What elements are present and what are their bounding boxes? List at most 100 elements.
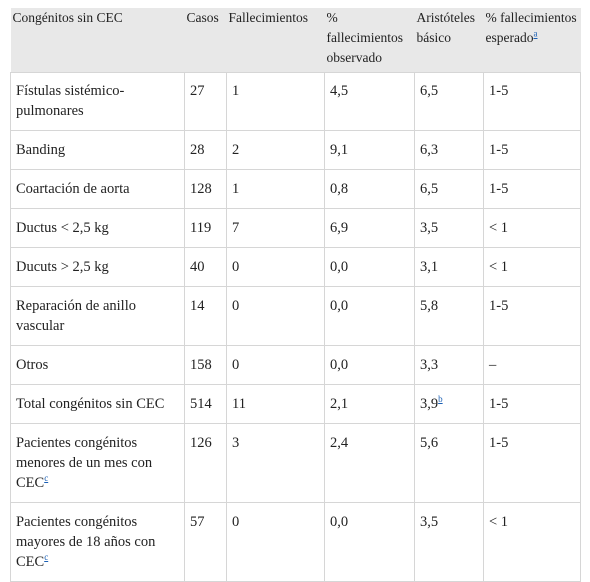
table-cell: 6,3	[414, 130, 484, 170]
cell-value: 514	[190, 396, 212, 412]
cell-value: 3	[232, 435, 240, 451]
table-cell: Fístulas sistémico-pulmonares	[10, 72, 185, 131]
cell-value: 6,3	[420, 142, 439, 158]
cell-value: 6,5	[420, 181, 439, 197]
cell-value: 3,5	[420, 514, 439, 530]
table-cell: 3,3	[414, 345, 484, 385]
column-header: % fallecimientos observado	[325, 8, 415, 73]
cell-value: 5,6	[420, 435, 439, 451]
cell-value: 5,8	[420, 298, 439, 314]
cell-value: 1-5	[489, 181, 509, 197]
table-cell: Ductus < 2,5 kg	[10, 208, 185, 248]
table-cell: 1-5	[483, 286, 581, 346]
table-cell: 126	[184, 423, 227, 503]
table-cell: 1-5	[483, 423, 581, 503]
cell-value: 0,0	[330, 259, 349, 275]
footnote-link[interactable]: c	[44, 552, 49, 563]
column-header-label: % fallecimientos observado	[326, 10, 403, 65]
table-cell: 119	[184, 208, 227, 248]
column-header-label: Aristóteles básico	[416, 10, 476, 45]
table-cell: 4,5	[324, 72, 415, 131]
footnote-link[interactable]: a	[533, 28, 538, 39]
table-row: Coartación de aorta 128 1 0,8 6,5 1-5	[10, 169, 581, 209]
table-cell: 514	[184, 384, 227, 424]
column-header: Casos	[185, 8, 227, 73]
table-cell: Banding	[10, 130, 185, 170]
cell-value: 1-5	[489, 142, 509, 158]
table-cell: 0	[226, 502, 325, 582]
footnote-link[interactable]: c	[44, 473, 49, 484]
cell-value: 0	[232, 298, 240, 314]
cell-value: 0,0	[330, 357, 349, 373]
table-cell: < 1	[483, 208, 581, 248]
table-row: Ductus < 2,5 kg 119 7 6,9 3,5 < 1	[10, 208, 581, 248]
table-row: Banding 28 2 9,1 6,3 1-5	[10, 130, 581, 170]
table-cell: 1-5	[483, 72, 581, 131]
table-cell: 9,1	[324, 130, 415, 170]
table-cell: 158	[184, 345, 227, 385]
table-cell: Pacientes congénitos mayores de 18 años …	[10, 502, 185, 582]
cell-value: 0,0	[330, 298, 349, 314]
cell-value: 0,0	[330, 514, 349, 530]
table-cell: Reparación de anillo vascular	[10, 286, 185, 346]
table-cell: 28	[184, 130, 227, 170]
cell-value: 11	[232, 396, 246, 412]
cell-value: 128	[190, 181, 212, 197]
cell-value: < 1	[489, 514, 509, 530]
table-cell: 3,5	[414, 208, 484, 248]
cell-value: 3,1	[420, 259, 439, 275]
column-header-label: Fallecimientos	[228, 10, 308, 25]
cell-value: 2,1	[330, 396, 349, 412]
cell-value: 40	[190, 259, 205, 275]
cell-value: 1-5	[489, 298, 509, 314]
table-cell: 1-5	[483, 169, 581, 209]
cell-value: Reparación de anillo vascular	[16, 298, 136, 334]
cell-value: 27	[190, 83, 205, 99]
cell-value: Coartación de aorta	[16, 181, 130, 197]
cell-value: 119	[190, 220, 212, 236]
table-cell: 3,5	[414, 502, 484, 582]
table-row: Pacientes congénitos mayores de 18 años …	[10, 502, 581, 582]
column-header: Fallecimientos	[227, 8, 325, 73]
cell-value: 1-5	[489, 83, 509, 99]
cell-value: 0,8	[330, 181, 349, 197]
table-row: Fístulas sistémico-pulmonares 27 1 4,5 6,5 1-…	[10, 72, 581, 131]
cell-value: 6,9	[330, 220, 349, 236]
cell-value: Ducuts > 2,5 kg	[16, 259, 109, 275]
cell-value: 6,5	[420, 83, 439, 99]
table-cell: 14	[184, 286, 227, 346]
table-cell: 0,0	[324, 502, 415, 582]
table-row: Total congénitos sin CEC 514 11 2,1 3,9b 1-5	[10, 384, 581, 424]
table-container: Congénitos sin CEC Casos Fallecimientos % f…	[10, 8, 581, 582]
footnote-link[interactable]: b	[438, 394, 443, 405]
table-cell: 5,8	[414, 286, 484, 346]
column-header-label: % fallecimientos esperado	[485, 10, 577, 45]
table-cell: 1-5	[483, 384, 581, 424]
table-cell: 0	[226, 247, 325, 287]
table-cell: 128	[184, 169, 227, 209]
table-cell: 1	[226, 72, 325, 131]
cell-value: 1	[232, 83, 240, 99]
table-cell: 5,6	[414, 423, 484, 503]
table-cell: 0,0	[324, 345, 415, 385]
table-cell: 3,9b	[414, 384, 484, 424]
column-header: Aristóteles básico	[415, 8, 484, 73]
table-body: Fístulas sistémico-pulmonares 27 1 4,5 6,5 1-…	[10, 72, 581, 582]
column-header: % fallecimientos esperadoa	[484, 8, 581, 73]
cell-value: Otros	[16, 357, 49, 373]
table-cell: 0	[226, 286, 325, 346]
cell-value: 28	[190, 142, 205, 158]
cell-value: 1-5	[489, 396, 509, 412]
cell-value: 9,1	[330, 142, 349, 158]
table-row: Otros 158 0 0,0 3,3 –	[10, 345, 581, 385]
table-cell: Coartación de aorta	[10, 169, 185, 209]
cell-value: 0	[232, 357, 240, 373]
cell-value: 126	[190, 435, 212, 451]
cell-value: Fístulas sistémico-pulmonares	[16, 83, 125, 119]
table-cell: 1-5	[483, 130, 581, 170]
cell-value: Ductus < 2,5 kg	[16, 220, 109, 236]
mortality-table: Congénitos sin CEC Casos Fallecimientos % f…	[10, 8, 581, 582]
table-cell: 40	[184, 247, 227, 287]
table-cell: Ducuts > 2,5 kg	[10, 247, 185, 287]
table-cell: 3	[226, 423, 325, 503]
